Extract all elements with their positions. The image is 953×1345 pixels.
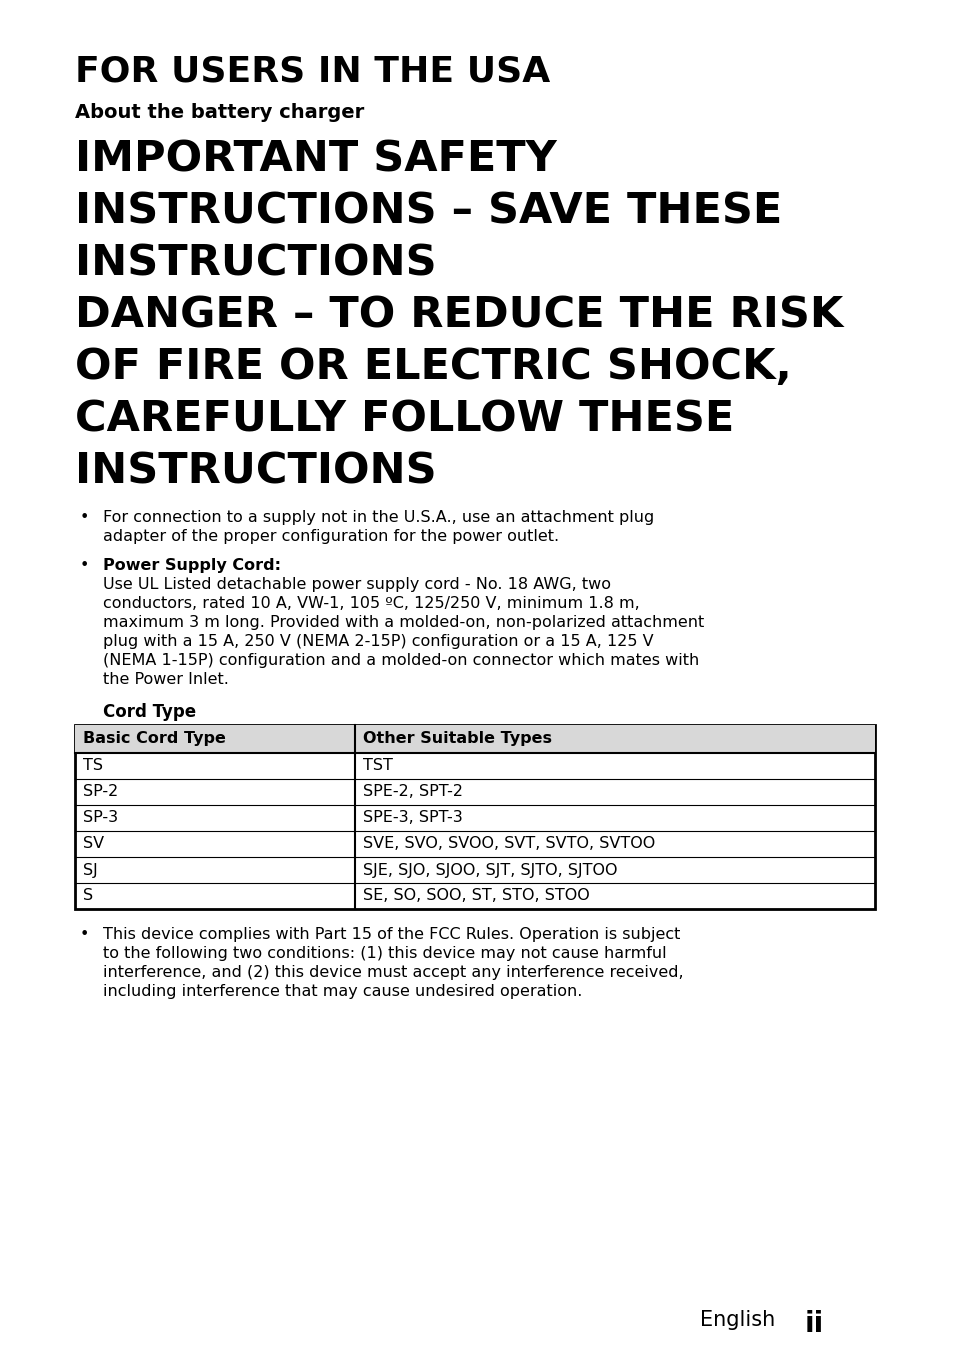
Text: including interference that may cause undesired operation.: including interference that may cause un… bbox=[103, 985, 581, 999]
Text: interference, and (2) this device must accept any interference received,: interference, and (2) this device must a… bbox=[103, 964, 683, 981]
Text: S: S bbox=[83, 889, 93, 904]
Text: SVE, SVO, SVOO, SVT, SVTO, SVTOO: SVE, SVO, SVOO, SVT, SVTO, SVTOO bbox=[363, 837, 655, 851]
Text: INSTRUCTIONS: INSTRUCTIONS bbox=[75, 451, 436, 492]
Text: plug with a 15 A, 250 V (NEMA 2-15P) configuration or a 15 A, 125 V: plug with a 15 A, 250 V (NEMA 2-15P) con… bbox=[103, 633, 653, 650]
Text: Power Supply Cord:: Power Supply Cord: bbox=[103, 558, 281, 573]
Text: SPE-3, SPT-3: SPE-3, SPT-3 bbox=[363, 811, 462, 826]
Text: •: • bbox=[80, 510, 90, 525]
Text: to the following two conditions: (1) this device may not cause harmful: to the following two conditions: (1) thi… bbox=[103, 946, 666, 960]
Text: •: • bbox=[80, 558, 90, 573]
Text: SP-3: SP-3 bbox=[83, 811, 118, 826]
Text: Basic Cord Type: Basic Cord Type bbox=[83, 732, 226, 746]
Text: FOR USERS IN THE USA: FOR USERS IN THE USA bbox=[75, 55, 550, 89]
Text: English: English bbox=[700, 1310, 775, 1330]
Text: (NEMA 1-15P) configuration and a molded-on connector which mates with: (NEMA 1-15P) configuration and a molded-… bbox=[103, 654, 699, 668]
Text: TS: TS bbox=[83, 759, 103, 773]
Text: maximum 3 m long. Provided with a molded-on, non-polarized attachment: maximum 3 m long. Provided with a molded… bbox=[103, 615, 703, 629]
Text: the Power Inlet.: the Power Inlet. bbox=[103, 672, 229, 687]
Text: SJ: SJ bbox=[83, 862, 97, 877]
Text: CAREFULLY FOLLOW THESE: CAREFULLY FOLLOW THESE bbox=[75, 398, 734, 440]
Text: For connection to a supply not in the U.S.A., use an attachment plug: For connection to a supply not in the U.… bbox=[103, 510, 654, 525]
Text: DANGER – TO REDUCE THE RISK: DANGER – TO REDUCE THE RISK bbox=[75, 295, 842, 336]
Text: SPE-2, SPT-2: SPE-2, SPT-2 bbox=[363, 784, 462, 799]
Text: Cord Type: Cord Type bbox=[103, 703, 196, 721]
Text: conductors, rated 10 A, VW-1, 105 ºC, 125/250 V, minimum 1.8 m,: conductors, rated 10 A, VW-1, 105 ºC, 12… bbox=[103, 596, 639, 611]
Text: SV: SV bbox=[83, 837, 104, 851]
Bar bbox=[75, 725, 874, 909]
Text: ii: ii bbox=[804, 1310, 823, 1338]
Text: Use UL Listed detachable power supply cord - No. 18 AWG, two: Use UL Listed detachable power supply co… bbox=[103, 577, 610, 592]
Text: OF FIRE OR ELECTRIC SHOCK,: OF FIRE OR ELECTRIC SHOCK, bbox=[75, 346, 791, 387]
Text: This device complies with Part 15 of the FCC Rules. Operation is subject: This device complies with Part 15 of the… bbox=[103, 927, 679, 941]
Text: SP-2: SP-2 bbox=[83, 784, 118, 799]
Text: IMPORTANT SAFETY: IMPORTANT SAFETY bbox=[75, 139, 557, 180]
Text: About the battery charger: About the battery charger bbox=[75, 104, 364, 122]
Text: •: • bbox=[80, 927, 90, 941]
Text: TST: TST bbox=[363, 759, 393, 773]
Text: SJE, SJO, SJOO, SJT, SJTO, SJTOO: SJE, SJO, SJOO, SJT, SJTO, SJTOO bbox=[363, 862, 617, 877]
Text: INSTRUCTIONS: INSTRUCTIONS bbox=[75, 242, 436, 284]
Bar bbox=[75, 725, 874, 753]
Text: SE, SO, SOO, ST, STO, STOO: SE, SO, SOO, ST, STO, STOO bbox=[363, 889, 589, 904]
Text: INSTRUCTIONS – SAVE THESE: INSTRUCTIONS – SAVE THESE bbox=[75, 190, 781, 231]
Text: adapter of the proper configuration for the power outlet.: adapter of the proper configuration for … bbox=[103, 529, 558, 543]
Text: Other Suitable Types: Other Suitable Types bbox=[363, 732, 552, 746]
